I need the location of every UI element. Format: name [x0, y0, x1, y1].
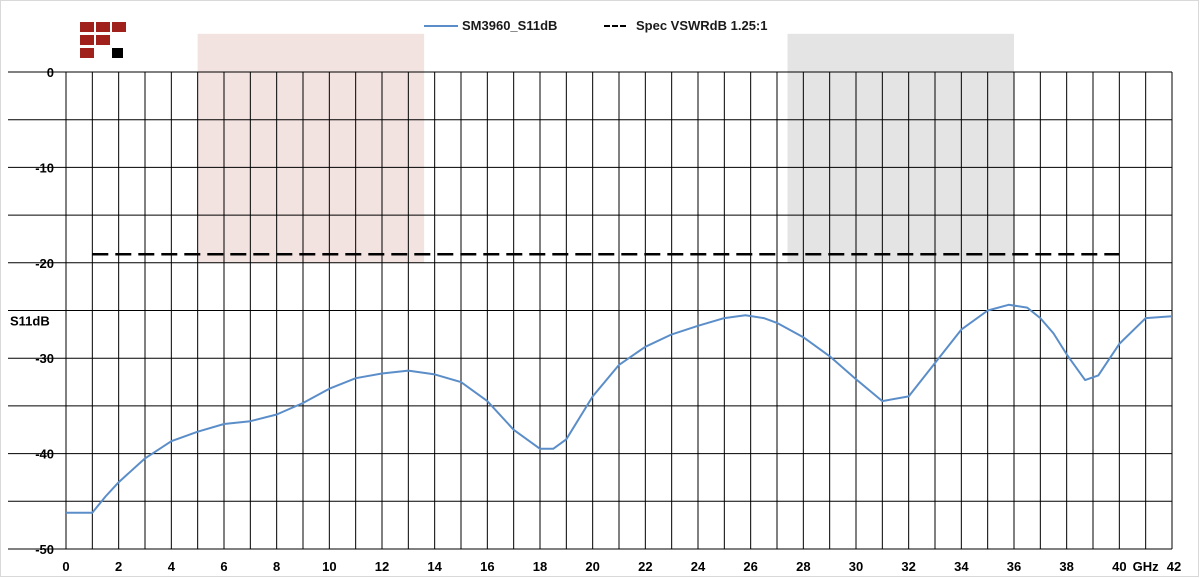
x-tick-label: 18 [533, 559, 547, 574]
y-tick-label: -20 [35, 256, 54, 271]
legend-swatch-spec [604, 24, 626, 27]
x-axis-unit-label: GHz [1133, 559, 1160, 574]
x-tick-label: 40 [1112, 559, 1126, 574]
x-tick-label: 12 [375, 559, 389, 574]
legend-label-spec: Spec VSWRdB 1.25:1 [636, 18, 768, 33]
y-axis-label: S11dB [10, 314, 50, 329]
x-tick-label: 30 [849, 559, 863, 574]
shaded-band-0 [197, 33, 425, 263]
legend-item-spec: Spec VSWRdB 1.25:1 [604, 18, 768, 33]
x-tick-label: 26 [743, 559, 757, 574]
x-tick-label: 28 [796, 559, 810, 574]
x-tick-label: 14 [427, 559, 442, 574]
x-tick-label: 24 [691, 559, 706, 574]
y-tick-label: -30 [35, 351, 54, 366]
x-tick-label: 36 [1007, 559, 1021, 574]
x-tick-label: 4 [168, 559, 176, 574]
x-tick-label: 42 [1167, 559, 1181, 574]
series-line-0 [66, 303, 1173, 514]
shaded-band-1 [787, 33, 1014, 263]
y-tick-label: -10 [35, 160, 54, 175]
x-tick-label: 38 [1059, 559, 1073, 574]
y-tick-label: 0 [47, 65, 54, 80]
x-tick-label: 20 [585, 559, 599, 574]
x-tick-label: 34 [954, 559, 969, 574]
chart-legend: SM3960_S11dB Spec VSWRdB 1.25:1 [0, 18, 1200, 38]
legend-item-s11: SM3960_S11dB [424, 18, 557, 33]
x-tick-label: 10 [322, 559, 336, 574]
legend-label-s11: SM3960_S11dB [462, 18, 558, 33]
y-tick-label: -40 [35, 447, 54, 462]
x-tick-label: 0 [62, 559, 69, 574]
company-logo [80, 22, 130, 62]
x-tick-label: 2 [115, 559, 122, 574]
x-tick-label: 22 [638, 559, 652, 574]
x-tick-label: 32 [901, 559, 915, 574]
legend-swatch-s11 [424, 24, 458, 27]
y-tick-label: -50 [35, 542, 54, 557]
x-tick-label: 16 [480, 559, 494, 574]
x-tick-label: 8 [273, 559, 280, 574]
x-tick-label: 6 [220, 559, 227, 574]
